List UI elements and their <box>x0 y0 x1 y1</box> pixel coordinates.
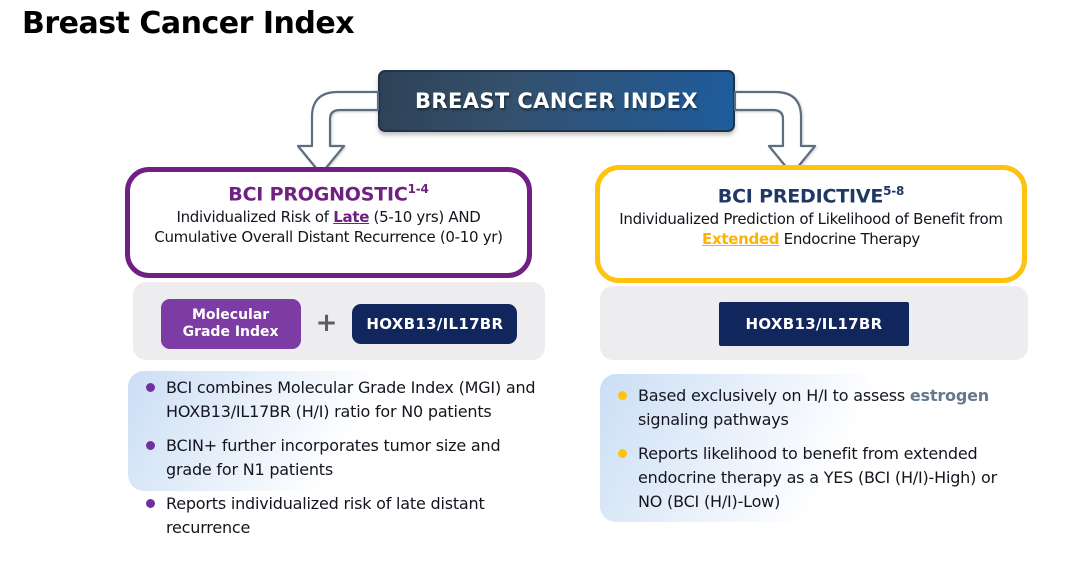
bullet-text: Reports likelihood to benefit from exten… <box>638 444 997 511</box>
bullet-text: Based exclusively on H/I to assess estro… <box>638 384 1010 432</box>
bullet-dot-icon <box>146 499 155 508</box>
predictive-desc-post: Endocrine Therapy <box>779 229 921 248</box>
hoxb13-badge-predictive: HOXB13/IL17BR <box>719 302 909 346</box>
flow-root-box: BREAST CANCER INDEX <box>378 70 735 132</box>
bullet-item: BCIN+ further incorporates tumor size an… <box>146 434 550 482</box>
prognostic-desc-emphasis: Late <box>333 208 370 227</box>
bullet-dot-icon <box>618 391 627 400</box>
prognostic-desc-post: (5-10 yrs) AND Cumulative Overall Distan… <box>154 208 503 246</box>
prognostic-title-sup: 1-4 <box>407 182 429 196</box>
bullet-text: Reports individualized risk of late dist… <box>166 494 485 537</box>
prognostic-title-text: BCI PROGNOSTIC <box>228 183 408 206</box>
prognostic-desc: Individualized Risk of Late (5-10 yrs) A… <box>138 208 519 247</box>
prognostic-bullet-panel <box>128 371 380 491</box>
prognostic-bullets: BCI combines Molecular Grade Index (MGI)… <box>146 376 550 550</box>
predictive-bullet-panel <box>600 374 872 522</box>
bullet-text: BCI combines Molecular Grade Index (MGI)… <box>166 378 536 421</box>
predictive-desc-pre: Individualized Prediction of Likelihood … <box>619 210 1003 229</box>
bullet-dot-icon <box>146 383 155 392</box>
arrow-right-icon <box>733 90 817 176</box>
predictive-desc: Individualized Prediction of Likelihood … <box>608 210 1014 249</box>
mgi-badge-label: Molecular Grade Index <box>182 306 279 341</box>
hoxb13-badge-prognostic: HOXB13/IL17BR <box>352 304 518 344</box>
predictive-badge-row: HOXB13/IL17BR <box>600 300 1028 348</box>
predictive-title-text: BCI PREDICTIVE <box>717 185 884 208</box>
predictive-title-sup: 5-8 <box>883 184 905 198</box>
prognostic-desc-pre: Individualized Risk of <box>176 208 334 227</box>
bullet-item: Reports likelihood to benefit from exten… <box>618 442 1010 514</box>
flow-root-label: BREAST CANCER INDEX <box>415 89 698 113</box>
predictive-desc-emphasis: Extended <box>702 229 780 248</box>
bullet-dot-icon <box>146 441 155 450</box>
bullet-text-pre: Based exclusively on H/I to assess <box>638 386 910 405</box>
predictive-bullets: Based exclusively on H/I to assess estro… <box>618 384 1010 524</box>
prognostic-box: BCI PROGNOSTIC1-4 Individualized Risk of… <box>125 167 532 278</box>
bullet-dot-icon <box>618 449 627 458</box>
bullet-item: Reports individualized risk of late dist… <box>146 492 550 540</box>
bullet-item: BCI combines Molecular Grade Index (MGI)… <box>146 376 550 424</box>
plus-icon: + <box>315 308 338 338</box>
hoxb13-badge-label: HOXB13/IL17BR <box>745 315 883 333</box>
bullet-text-post: signaling pathways <box>638 410 789 429</box>
prognostic-badge-row: Molecular Grade Index + HOXB13/IL17BR <box>133 296 545 352</box>
bullet-item: Based exclusively on H/I to assess estro… <box>618 384 1010 432</box>
mgi-badge: Molecular Grade Index <box>160 299 301 349</box>
predictive-title: BCI PREDICTIVE5-8 <box>608 184 1014 207</box>
bullet-text: BCIN+ further incorporates tumor size an… <box>166 436 501 479</box>
hoxb13-badge-label: HOXB13/IL17BR <box>366 315 504 333</box>
prognostic-title: BCI PROGNOSTIC1-4 <box>138 182 519 205</box>
page-title: Breast Cancer Index <box>22 6 355 41</box>
arrow-left-icon <box>296 90 380 176</box>
bullet-text-emphasis: estrogen <box>909 386 989 405</box>
predictive-box: BCI PREDICTIVE5-8 Individualized Predict… <box>595 165 1027 283</box>
